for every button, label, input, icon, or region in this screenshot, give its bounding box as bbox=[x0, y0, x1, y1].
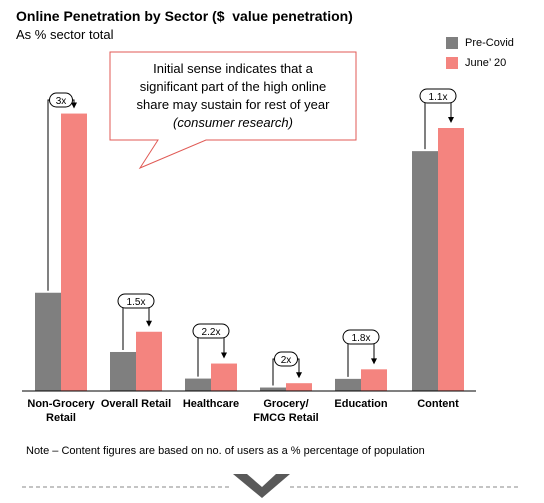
footnote: Note – Content figures are based on no. … bbox=[26, 445, 425, 457]
callout-shape bbox=[109, 51, 357, 170]
bar-june-20-healthcare bbox=[211, 363, 237, 391]
legend-swatch-pre-covid bbox=[446, 37, 458, 49]
bar-pre-covid-overall-retail bbox=[110, 351, 136, 391]
chevron-down-icon bbox=[233, 474, 290, 498]
multiplier-pill-1 bbox=[117, 293, 155, 309]
multiplier-label-2: 2.2x bbox=[202, 327, 221, 338]
multiplier-pill-5 bbox=[419, 88, 457, 104]
bar-pre-covid-healthcare bbox=[185, 378, 211, 391]
category-label-non-grocery-retail: Non-Grocery Retail bbox=[27, 398, 95, 424]
multiplier-arrowhead-1 bbox=[146, 320, 152, 327]
chart-title: Online Penetration by Sector ($ value pe… bbox=[16, 8, 353, 24]
callout-line-2: significant part of the high online bbox=[139, 79, 327, 94]
category-label-grocery-fmcg-retail: Grocery/FMCG Retail bbox=[253, 398, 318, 424]
category-label-content: Content bbox=[417, 398, 459, 410]
bar-pre-covid-grocery-fmcg-retail bbox=[260, 387, 286, 391]
bar-june-20-education bbox=[361, 369, 387, 391]
multiplier-arrowhead-3 bbox=[296, 372, 302, 379]
multiplier-pill-3 bbox=[274, 351, 298, 367]
bar-june-20-content bbox=[438, 128, 464, 391]
multiplier-label-1: 1.5x bbox=[127, 297, 146, 308]
multiplier-arrowhead-2 bbox=[221, 352, 227, 359]
multiplier-pill-0 bbox=[49, 92, 73, 108]
chart-subtitle: As % sector total bbox=[16, 27, 114, 42]
bar-june-20-overall-retail bbox=[136, 331, 162, 391]
bar-pre-covid-non-grocery-retail bbox=[35, 292, 61, 391]
bar-june-20-non-grocery-retail bbox=[61, 113, 87, 391]
legend-label-june-20: June’ 20 bbox=[465, 57, 507, 69]
legend-item-pre-covid: Pre-Covid bbox=[446, 33, 514, 53]
bar-june-20-grocery-fmcg-retail bbox=[286, 383, 312, 391]
category-label-overall-retail: Overall Retail bbox=[101, 398, 171, 410]
category-label-healthcare: Healthcare bbox=[183, 398, 239, 410]
multiplier-arrowhead-4 bbox=[371, 358, 377, 365]
callout-source: (consumer research) bbox=[173, 115, 293, 130]
legend-label-pre-covid: Pre-Covid bbox=[465, 37, 514, 49]
category-label-education: Education bbox=[334, 398, 387, 410]
multiplier-arrowhead-0 bbox=[71, 102, 77, 109]
multiplier-label-0: 3x bbox=[56, 96, 67, 107]
legend: Pre-Covid June’ 20 bbox=[446, 33, 514, 73]
multiplier-arrowhead-5 bbox=[448, 117, 454, 124]
multiplier-label-4: 1.8x bbox=[352, 333, 371, 344]
multiplier-label-3: 2x bbox=[281, 355, 292, 366]
legend-swatch-june-20 bbox=[446, 57, 458, 69]
multiplier-pill-4 bbox=[342, 329, 380, 345]
callout-box: Initial sense indicates that a significa… bbox=[110, 52, 356, 142]
multiplier-label-5: 1.1x bbox=[429, 92, 448, 103]
callout-text: Initial sense indicates that a significa… bbox=[110, 52, 356, 140]
legend-item-june-20: June’ 20 bbox=[446, 53, 514, 73]
bar-pre-covid-education bbox=[335, 378, 361, 391]
callout-line-1: Initial sense indicates that a bbox=[153, 61, 313, 76]
multiplier-pill-2 bbox=[192, 323, 230, 339]
bar-pre-covid-content bbox=[412, 151, 438, 391]
callout-line-3: share may sustain for rest of year bbox=[136, 97, 330, 112]
